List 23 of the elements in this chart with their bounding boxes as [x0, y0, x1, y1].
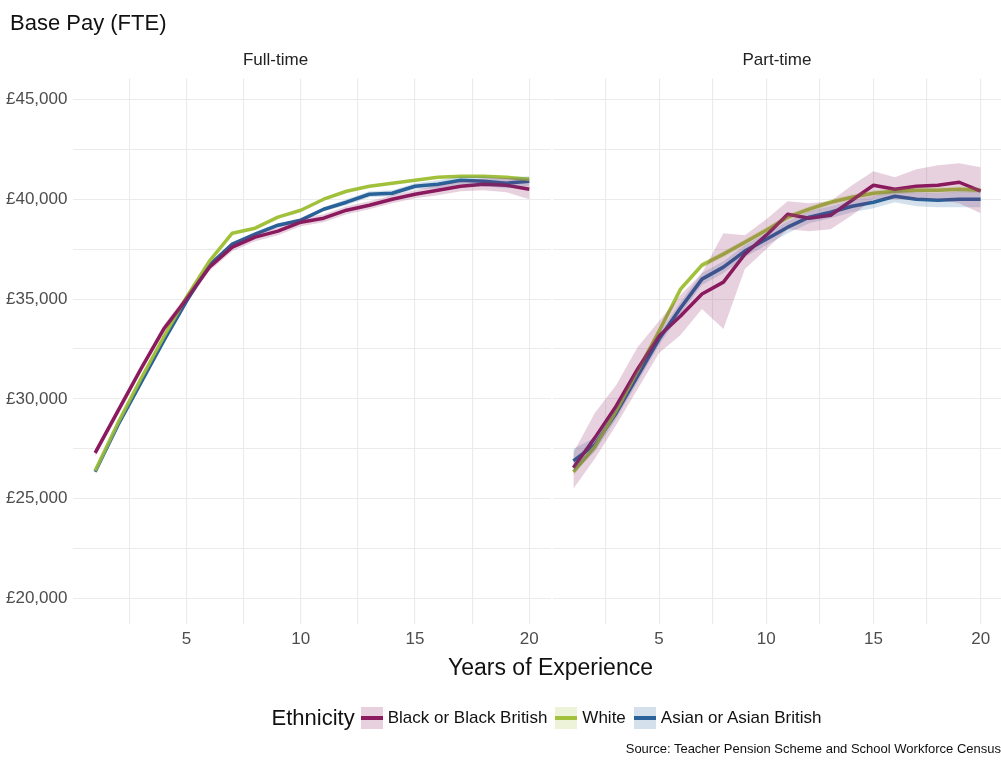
x-tick-label: 20	[519, 629, 539, 649]
x-tick-label: 10	[291, 629, 311, 649]
legend-title: Ethnicity	[271, 705, 355, 731]
chart-title: Base Pay (FTE)	[10, 10, 167, 36]
y-tick-label: £20,000	[6, 588, 68, 608]
x-tick-label: 15	[405, 629, 425, 649]
y-tick-label: £40,000	[6, 188, 68, 208]
legend-label: White	[582, 708, 626, 728]
x-tick-label: 5	[181, 629, 192, 649]
chart-subtitle: Full-time	[242, 49, 309, 69]
x-tick-label: 5	[654, 629, 664, 649]
legend-label: Black or Black British	[387, 708, 548, 728]
y-tick-label: £35,000	[6, 288, 68, 308]
y-tick-label: £45,000	[6, 89, 68, 109]
chart-subtitle: Part-time	[742, 49, 812, 69]
legend-label: Asian or Asian British	[660, 708, 822, 728]
x-axis-title: Years of Experience	[447, 654, 654, 681]
x-tick-label: 15	[864, 629, 883, 649]
source-note: Source: Teacher Pension Scheme and School Workforce Census	[625, 741, 1001, 756]
x-tick-label: 20	[971, 629, 991, 649]
y-tick-label: £30,000	[6, 388, 68, 408]
x-tick-label: 10	[756, 629, 776, 649]
y-tick-label: £25,000	[6, 488, 68, 508]
